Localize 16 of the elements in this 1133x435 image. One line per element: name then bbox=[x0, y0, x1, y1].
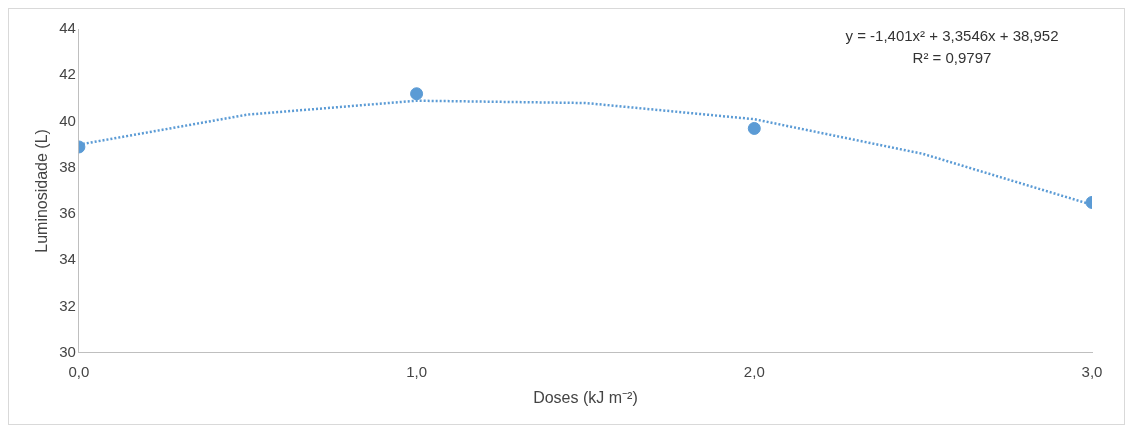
annotation: R² = 0,9797 bbox=[912, 49, 992, 66]
x-tick-label: 1,0 bbox=[406, 362, 428, 380]
y-tick-label: 32 bbox=[59, 296, 76, 314]
y-tick-label: 42 bbox=[59, 65, 76, 83]
y-tick-label: 40 bbox=[59, 111, 76, 129]
y-tick-label: 30 bbox=[59, 342, 76, 360]
x-axis-title: Doses (kJ m⁻²) bbox=[533, 388, 638, 406]
y-tick-label: 34 bbox=[59, 250, 76, 268]
y-tick-label: 36 bbox=[59, 204, 76, 222]
y-tick-label: 38 bbox=[59, 157, 76, 175]
annotation: y = -1,401x² + 3,3546x + 38,952 bbox=[845, 27, 1059, 44]
x-tick-label: 2,0 bbox=[743, 362, 765, 380]
x-tick-label: 3,0 bbox=[1081, 362, 1103, 380]
y-axis-title: Luminosidade (L) bbox=[33, 129, 51, 253]
x-tick-label: 0,0 bbox=[68, 362, 90, 380]
y-tick-label: 44 bbox=[59, 19, 76, 37]
